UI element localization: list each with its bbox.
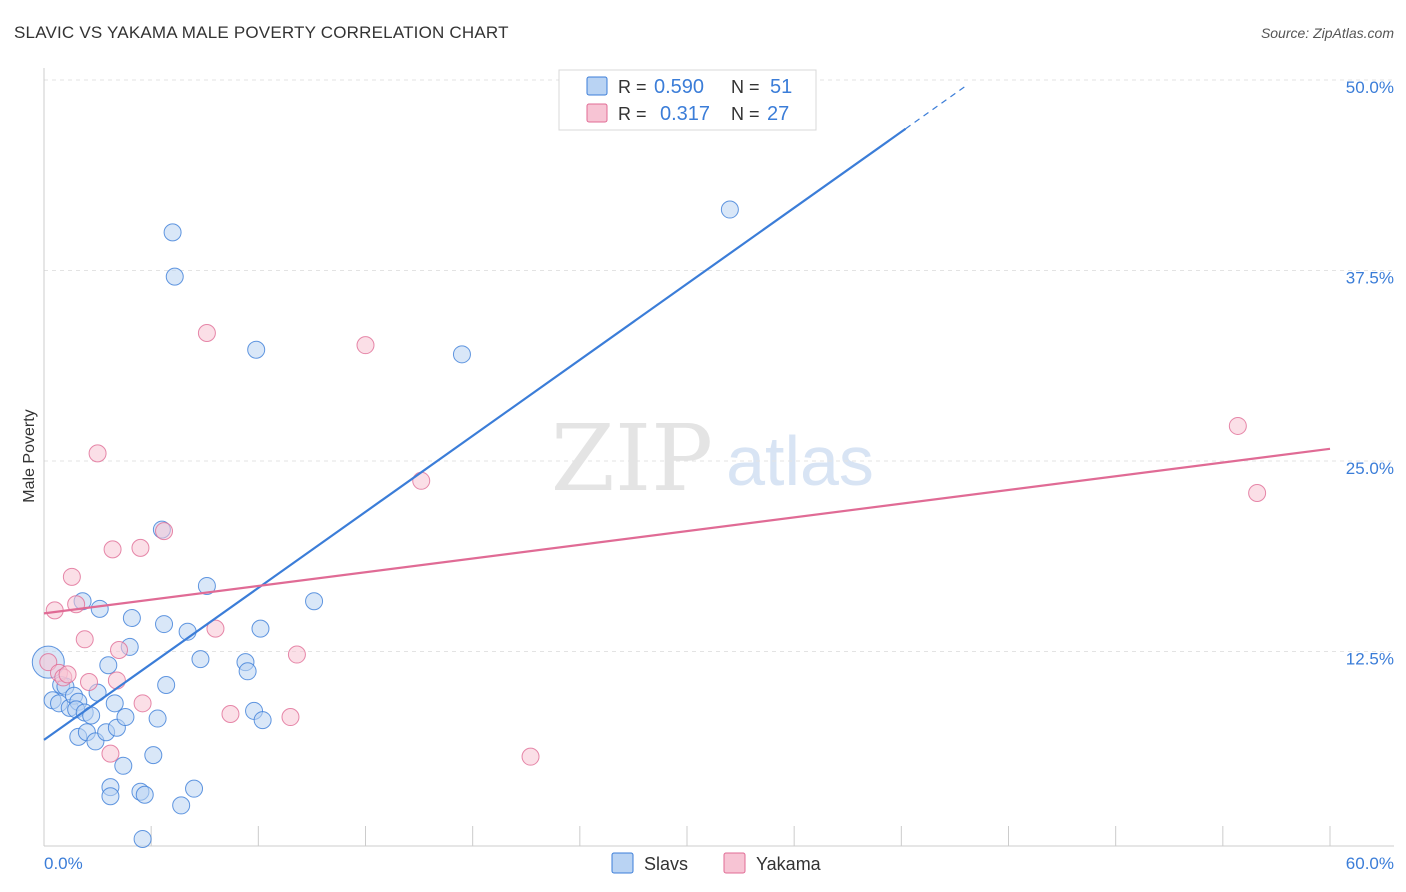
slavs-point (135, 785, 154, 804)
slavs-point (90, 599, 109, 618)
slavs-point (101, 787, 120, 806)
yakama-point (110, 640, 129, 659)
slavs-point (157, 676, 176, 695)
yakama-point (133, 694, 152, 713)
yakama-point (206, 619, 225, 638)
slavs-point (305, 592, 324, 611)
yakama-point (62, 567, 81, 586)
legend-swatch-yakama (586, 103, 608, 123)
slavs-point (247, 340, 266, 359)
bottom-legend-yakama: Yakama (756, 854, 822, 874)
slavs-point (105, 694, 124, 713)
slavs-point (165, 267, 184, 286)
slavs-point (99, 656, 118, 675)
yakama-point (88, 444, 107, 463)
y-axis-label: Male Poverty (21, 409, 38, 502)
yakama-point (521, 747, 540, 766)
chart-title: SLAVIC VS YAKAMA MALE POVERTY CORRELATIO… (14, 23, 509, 42)
slavs-point (114, 756, 133, 775)
trend-lines (43, 85, 1331, 741)
watermark-zip: ZIP (551, 405, 713, 512)
yakama-point (197, 323, 216, 342)
slavs-point (197, 576, 216, 595)
legend: R = 0.590 N = 51 R = 0.317 N = 27 (558, 69, 817, 131)
yakama-point (221, 704, 240, 723)
slavs-trend-line (43, 127, 907, 741)
x-tick-label-max: 60.0% (1346, 854, 1394, 873)
y-tick-label: 50.0% (1346, 78, 1394, 97)
legend-yakama-r-label: R = (618, 104, 647, 124)
y-tick-labels: 12.5% 25.0% 37.5% 50.0% (1346, 78, 1394, 669)
bottom-legend-swatch-slavs (611, 852, 634, 874)
x-tick-marks (43, 826, 1331, 846)
legend-yakama-n-value: 27 (767, 103, 789, 125)
slavs-point (122, 608, 141, 627)
slavs-point (155, 615, 174, 634)
slavs-trend-extension (905, 85, 966, 130)
slavs-point (452, 345, 471, 364)
legend-slavs-n-value: 51 (770, 76, 792, 98)
slavs-point (185, 779, 204, 798)
bottom-legend-slavs: Slavs (644, 854, 688, 874)
slavs-point (251, 619, 270, 638)
gridlines (44, 79, 1394, 652)
yakama-point (1248, 484, 1267, 503)
yakama-point (101, 744, 120, 763)
yakama-point (75, 630, 94, 649)
slavs-point (172, 796, 191, 815)
slavs-point (116, 708, 135, 727)
yakama-point (58, 665, 77, 684)
yakama-point (131, 538, 150, 557)
bottom-legend-swatch-yakama (723, 852, 746, 874)
slavs-point (163, 223, 182, 242)
legend-slavs-r-value: 0.590 (654, 76, 704, 98)
slavs-point (253, 711, 272, 730)
yakama-point (107, 671, 126, 690)
slavs-point (148, 709, 167, 728)
legend-yakama-r-value: 0.317 (660, 103, 710, 125)
legend-yakama-n-label: N = (731, 104, 760, 124)
slavs-point (133, 829, 152, 848)
yakama-point (1228, 416, 1247, 435)
slavs-point (191, 650, 210, 669)
bottom-legend: Slavs Yakama (611, 852, 822, 874)
legend-slavs-r-label: R = (618, 77, 647, 97)
yakama-point (39, 653, 58, 672)
yakama-point (287, 645, 306, 664)
slavs-point (144, 746, 163, 765)
legend-slavs-n-label: N = (731, 77, 760, 97)
slavs-point (238, 662, 257, 681)
slavs-points (31, 200, 739, 848)
yakama-point (356, 336, 375, 355)
y-tick-label: 37.5% (1346, 269, 1394, 288)
legend-swatch-slavs (586, 76, 608, 96)
watermark: ZIP atlas (551, 405, 874, 512)
slavs-point (720, 200, 739, 219)
y-tick-label: 25.0% (1346, 459, 1394, 478)
y-tick-label: 12.5% (1346, 650, 1394, 669)
yakama-point (412, 471, 431, 490)
yakama-point (281, 708, 300, 727)
yakama-trend-line (43, 447, 1331, 615)
yakama-point (155, 522, 174, 541)
yakama-points (39, 323, 1267, 766)
x-tick-label-min: 0.0% (44, 854, 83, 873)
yakama-point (103, 540, 122, 559)
source-text: Source: ZipAtlas.com (1261, 25, 1394, 41)
yakama-point (80, 672, 99, 691)
